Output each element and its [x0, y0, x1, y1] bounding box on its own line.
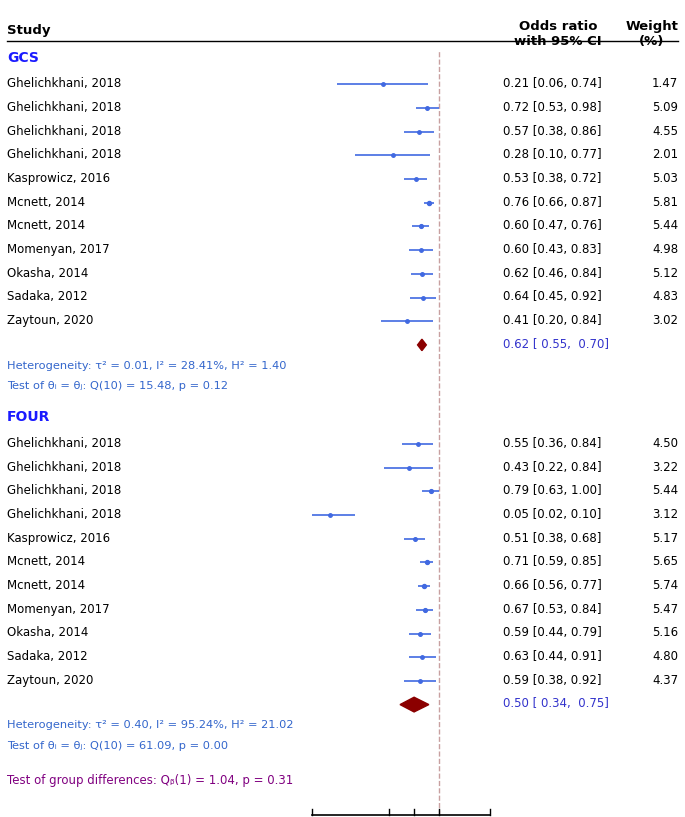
Text: 5.16: 5.16 — [652, 627, 678, 640]
Polygon shape — [418, 339, 426, 350]
Text: 2.01: 2.01 — [652, 148, 678, 161]
Text: 0.41 [0.20, 0.84]: 0.41 [0.20, 0.84] — [503, 314, 602, 327]
Text: 4.98: 4.98 — [652, 243, 678, 256]
Text: 4.50: 4.50 — [652, 437, 678, 450]
Text: Zaytoun, 2020: Zaytoun, 2020 — [7, 674, 93, 687]
Text: 4.37: 4.37 — [652, 674, 678, 687]
Text: Ghelichkhani, 2018: Ghelichkhani, 2018 — [7, 508, 121, 521]
Text: Kasprowicz, 2016: Kasprowicz, 2016 — [7, 532, 110, 545]
Text: Kasprowicz, 2016: Kasprowicz, 2016 — [7, 172, 110, 185]
Text: 0.79 [0.63, 1.00]: 0.79 [0.63, 1.00] — [503, 484, 602, 498]
Text: 0.43 [0.22, 0.84]: 0.43 [0.22, 0.84] — [503, 461, 602, 474]
Text: 5.47: 5.47 — [652, 603, 678, 616]
Text: 0.57 [0.38, 0.86]: 0.57 [0.38, 0.86] — [503, 124, 602, 137]
Text: 0.63 [0.44, 0.91]: 0.63 [0.44, 0.91] — [503, 650, 602, 663]
Text: 0.60 [0.43, 0.83]: 0.60 [0.43, 0.83] — [503, 243, 602, 256]
Polygon shape — [400, 697, 429, 712]
Text: Okasha, 2014: Okasha, 2014 — [7, 266, 88, 279]
Text: Odds ratio
with 95% CI: Odds ratio with 95% CI — [514, 20, 602, 48]
Text: 5.12: 5.12 — [652, 266, 678, 279]
Text: 0.59 [0.44, 0.79]: 0.59 [0.44, 0.79] — [503, 627, 602, 640]
Text: Mcnett, 2014: Mcnett, 2014 — [7, 579, 85, 592]
Text: 0.59 [0.38, 0.92]: 0.59 [0.38, 0.92] — [503, 674, 602, 687]
Text: Okasha, 2014: Okasha, 2014 — [7, 627, 88, 640]
Text: Ghelichkhani, 2018: Ghelichkhani, 2018 — [7, 100, 121, 114]
Text: 0.50 [ 0.34,  0.75]: 0.50 [ 0.34, 0.75] — [503, 698, 610, 711]
Text: 4.80: 4.80 — [652, 650, 678, 663]
Text: 5.44: 5.44 — [652, 484, 678, 498]
Text: 5.65: 5.65 — [652, 556, 678, 569]
Text: Momenyan, 2017: Momenyan, 2017 — [7, 603, 110, 616]
Text: Study: Study — [7, 24, 51, 37]
Text: 0.72 [0.53, 0.98]: 0.72 [0.53, 0.98] — [503, 100, 602, 114]
Text: FOUR: FOUR — [7, 410, 50, 424]
Text: 0.53 [0.38, 0.72]: 0.53 [0.38, 0.72] — [503, 172, 602, 185]
Text: Heterogeneity: τ² = 0.01, I² = 28.41%, H² = 1.40: Heterogeneity: τ² = 0.01, I² = 28.41%, H… — [7, 360, 286, 371]
Text: Mcnett, 2014: Mcnett, 2014 — [7, 195, 85, 208]
Text: Ghelichkhani, 2018: Ghelichkhani, 2018 — [7, 484, 121, 498]
Text: Momenyan, 2017: Momenyan, 2017 — [7, 243, 110, 256]
Text: 5.81: 5.81 — [652, 195, 678, 208]
Text: 0.62 [ 0.55,  0.70]: 0.62 [ 0.55, 0.70] — [503, 337, 610, 350]
Text: 5.74: 5.74 — [652, 579, 678, 592]
Text: 0.62 [0.46, 0.84]: 0.62 [0.46, 0.84] — [503, 266, 602, 279]
Text: Ghelichkhani, 2018: Ghelichkhani, 2018 — [7, 77, 121, 90]
Text: 4.83: 4.83 — [652, 290, 678, 303]
Text: Heterogeneity: τ² = 0.40, I² = 95.24%, H² = 21.02: Heterogeneity: τ² = 0.40, I² = 95.24%, H… — [7, 721, 293, 730]
Text: 5.17: 5.17 — [652, 532, 678, 545]
Text: Sadaka, 2012: Sadaka, 2012 — [7, 290, 88, 303]
Text: 0.71 [0.59, 0.85]: 0.71 [0.59, 0.85] — [503, 556, 602, 569]
Text: 5.03: 5.03 — [652, 172, 678, 185]
Text: 3.22: 3.22 — [652, 461, 678, 474]
Text: 0.67 [0.53, 0.84]: 0.67 [0.53, 0.84] — [503, 603, 602, 616]
Text: Mcnett, 2014: Mcnett, 2014 — [7, 219, 85, 232]
Text: Test of θᵢ = θⱼ: Q(10) = 15.48, p = 0.12: Test of θᵢ = θⱼ: Q(10) = 15.48, p = 0.12 — [7, 382, 228, 391]
Text: 0.64 [0.45, 0.92]: 0.64 [0.45, 0.92] — [503, 290, 602, 303]
Text: Ghelichkhani, 2018: Ghelichkhani, 2018 — [7, 124, 121, 137]
Text: 0.55 [0.36, 0.84]: 0.55 [0.36, 0.84] — [503, 437, 602, 450]
Text: Mcnett, 2014: Mcnett, 2014 — [7, 556, 85, 569]
Text: Ghelichkhani, 2018: Ghelichkhani, 2018 — [7, 148, 121, 161]
Text: 5.44: 5.44 — [652, 219, 678, 232]
Text: Ghelichkhani, 2018: Ghelichkhani, 2018 — [7, 437, 121, 450]
Text: 3.02: 3.02 — [652, 314, 678, 327]
Text: 0.05 [0.02, 0.10]: 0.05 [0.02, 0.10] — [503, 508, 602, 521]
Text: 0.51 [0.38, 0.68]: 0.51 [0.38, 0.68] — [503, 532, 602, 545]
Text: Test of group differences: Qᵦ(1) = 1.04, p = 0.31: Test of group differences: Qᵦ(1) = 1.04,… — [7, 775, 293, 788]
Text: 5.09: 5.09 — [652, 100, 678, 114]
Text: 0.76 [0.66, 0.87]: 0.76 [0.66, 0.87] — [503, 195, 602, 208]
Text: 0.21 [0.06, 0.74]: 0.21 [0.06, 0.74] — [503, 77, 602, 90]
Text: 0.28 [0.10, 0.77]: 0.28 [0.10, 0.77] — [503, 148, 602, 161]
Text: 3.12: 3.12 — [652, 508, 678, 521]
Text: Weight
(%): Weight (%) — [625, 20, 678, 48]
Text: 1.47: 1.47 — [652, 77, 678, 90]
Text: Ghelichkhani, 2018: Ghelichkhani, 2018 — [7, 461, 121, 474]
Text: Sadaka, 2012: Sadaka, 2012 — [7, 650, 88, 663]
Text: 0.66 [0.56, 0.77]: 0.66 [0.56, 0.77] — [503, 579, 602, 592]
Text: 0.60 [0.47, 0.76]: 0.60 [0.47, 0.76] — [503, 219, 602, 232]
Text: GCS: GCS — [7, 51, 39, 65]
Text: 4.55: 4.55 — [652, 124, 678, 137]
Text: Zaytoun, 2020: Zaytoun, 2020 — [7, 314, 93, 327]
Text: Test of θᵢ = θⱼ: Q(10) = 61.09, p = 0.00: Test of θᵢ = θⱼ: Q(10) = 61.09, p = 0.00 — [7, 741, 228, 751]
